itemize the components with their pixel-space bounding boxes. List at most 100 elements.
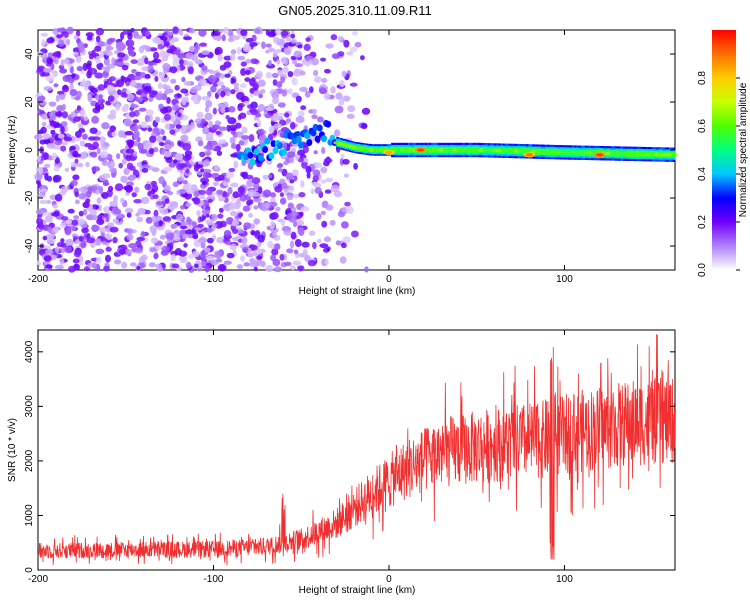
noise-cell (126, 154, 132, 162)
noise-cell (305, 37, 311, 42)
noise-cell (243, 262, 251, 267)
noise-cell (70, 179, 78, 187)
signal-core-cell (548, 150, 555, 154)
noise-cell (244, 171, 249, 179)
noise-cell (204, 106, 210, 113)
noise-cell (305, 165, 312, 174)
signal-cell (249, 158, 256, 166)
noise-cell (277, 168, 284, 173)
signal-cell (306, 139, 313, 146)
noise-cell (91, 204, 99, 211)
noise-cell (177, 52, 186, 59)
noise-cell (183, 81, 192, 86)
noise-cell (37, 192, 46, 198)
noise-cell (170, 115, 176, 123)
noise-cell (205, 188, 213, 196)
noise-cell (295, 219, 305, 227)
noise-cell (178, 189, 187, 194)
noise-cell (345, 206, 354, 214)
noise-cell (220, 106, 226, 114)
noise-cell (199, 42, 207, 47)
noise-cell (133, 199, 143, 204)
noise-cell (223, 26, 229, 35)
noise-cell (312, 169, 321, 177)
noise-cell (281, 56, 286, 65)
noise-cell (138, 107, 147, 112)
x-tick-label: -200 (28, 274, 48, 285)
noise-cell (182, 143, 192, 151)
noise-cell (201, 209, 211, 214)
noise-cell (246, 179, 254, 188)
noise-cell (338, 99, 345, 106)
noise-cell (187, 61, 194, 68)
colorbar-label: Normalized spectral amplitude (738, 82, 749, 217)
noise-cell (164, 113, 171, 121)
noise-cell (73, 215, 80, 220)
noise-cell (176, 213, 184, 222)
noise-cell (248, 78, 256, 86)
noise-cell (182, 234, 188, 240)
noise-cell (216, 236, 224, 244)
noise-cell (281, 182, 288, 189)
noise-cell (171, 263, 180, 269)
noise-cell (310, 188, 315, 195)
noise-cell (316, 238, 322, 244)
noise-cell (136, 216, 143, 223)
noise-cell (135, 34, 143, 40)
noise-cell (324, 189, 332, 194)
noise-cell (60, 186, 69, 194)
noise-cell (230, 49, 237, 55)
noise-cell (219, 73, 226, 79)
noise-cell (162, 216, 171, 222)
noise-cell (136, 58, 145, 66)
noise-cell (163, 66, 170, 73)
noise-cell (245, 37, 254, 43)
noise-cell (258, 202, 267, 211)
noise-cell (141, 66, 149, 71)
noise-cell (205, 151, 211, 156)
noise-cell (330, 34, 338, 41)
noise-cell (256, 255, 263, 260)
noise-cell (91, 115, 99, 124)
noise-cell (196, 164, 204, 169)
noise-cell (100, 227, 107, 233)
noise-cell (152, 127, 160, 134)
noise-cell (199, 194, 206, 200)
noise-cell (86, 233, 91, 239)
noise-cell (46, 37, 55, 44)
noise-cell (98, 40, 105, 47)
noise-cell (123, 118, 133, 127)
noise-cell (211, 124, 220, 130)
signal-cell (257, 154, 264, 162)
noise-cell (127, 46, 132, 55)
noise-cell (215, 130, 221, 135)
noise-cell (89, 127, 98, 134)
noise-cell (250, 101, 258, 109)
signal-core-cell (618, 152, 625, 156)
noise-cell (125, 144, 129, 150)
noise-cell (361, 107, 371, 115)
noise-cell (136, 265, 141, 271)
noise-cell (64, 227, 72, 236)
noise-cell (321, 220, 328, 228)
noise-cell (53, 83, 59, 88)
x-tick-label: -200 (28, 574, 48, 585)
noise-cell (277, 69, 283, 76)
noise-cell (111, 131, 117, 137)
noise-cell (233, 193, 242, 198)
noise-cell (330, 184, 340, 193)
noise-cell (46, 57, 54, 65)
noise-cell (223, 230, 232, 238)
noise-cell (295, 95, 302, 103)
noise-cell (313, 69, 319, 77)
noise-cell (218, 207, 224, 213)
noise-cell (207, 90, 212, 98)
signal-core-cell (447, 148, 454, 152)
signal-core-cell (622, 152, 629, 156)
noise-cell (174, 48, 181, 55)
noise-cell (42, 67, 51, 73)
noise-cell (181, 96, 189, 103)
noise-cell (121, 158, 127, 165)
noise-cell (289, 240, 295, 249)
noise-cell (185, 52, 194, 60)
